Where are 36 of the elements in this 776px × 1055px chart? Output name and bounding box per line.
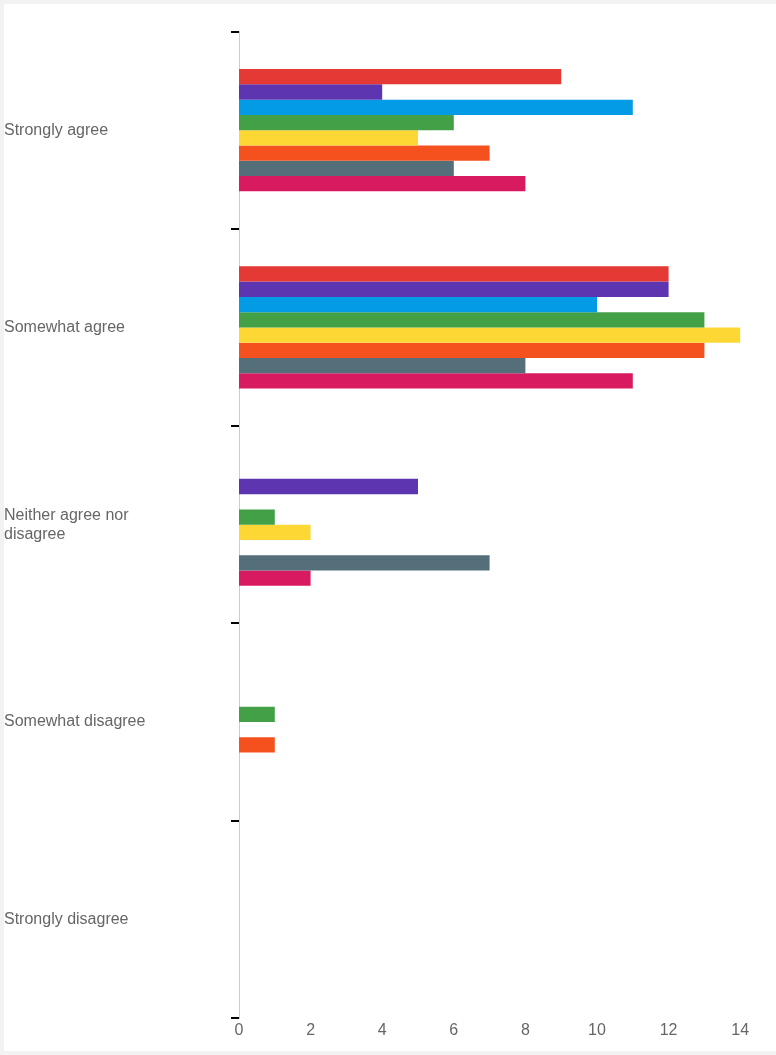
- y-tick-label: Strongly disagree: [4, 909, 129, 927]
- y-tick-label: Somewhat disagree: [4, 712, 146, 730]
- bar: [239, 555, 490, 571]
- y-tick-label: Somewhat agree: [4, 317, 126, 335]
- x-tick-label: 12: [659, 1020, 678, 1038]
- x-tick-label: 14: [731, 1020, 750, 1038]
- bar: [239, 373, 633, 389]
- x-tick-label: 0: [234, 1020, 244, 1038]
- x-tick-label: 4: [377, 1020, 387, 1038]
- bar: [239, 524, 311, 540]
- x-tick-label: 8: [520, 1020, 530, 1038]
- bar: [239, 130, 418, 146]
- x-tick-label: 6: [449, 1020, 459, 1038]
- y-tick-label: Strongly agree: [4, 120, 109, 138]
- bar: [239, 266, 669, 282]
- bar: [239, 84, 383, 100]
- bar: [239, 99, 633, 115]
- bar: [239, 509, 275, 525]
- y-tick-label: Neither agree nor disagree: [4, 505, 130, 542]
- bar: [239, 145, 490, 161]
- x-tick-label: 10: [588, 1020, 606, 1038]
- bar: [239, 342, 705, 359]
- bar: [239, 327, 741, 343]
- bar: [239, 296, 597, 313]
- bar: [239, 706, 275, 722]
- bar: [239, 737, 275, 753]
- bar: [239, 358, 526, 374]
- bar: [239, 281, 669, 297]
- bar: [239, 312, 705, 328]
- bar: [239, 160, 454, 177]
- x-tick-label: 2: [306, 1020, 316, 1038]
- bar: [239, 176, 526, 192]
- bar: [239, 114, 454, 131]
- bar: [239, 478, 418, 495]
- bar: [239, 69, 562, 85]
- bar: [239, 570, 311, 586]
